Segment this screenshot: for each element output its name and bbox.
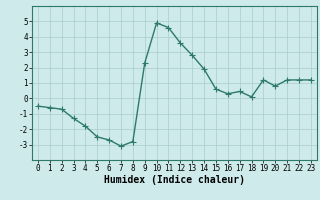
- X-axis label: Humidex (Indice chaleur): Humidex (Indice chaleur): [104, 175, 245, 185]
